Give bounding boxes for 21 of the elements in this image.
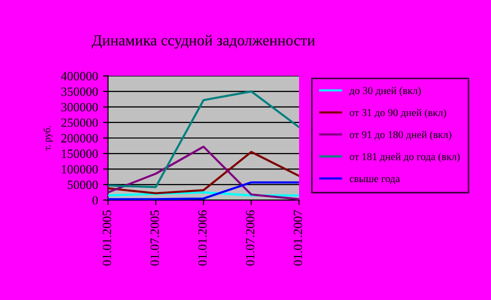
legend-label: от 31 до 90 дней (вкл)	[350, 108, 446, 118]
y-tick-label: 50000	[68, 180, 98, 190]
legend-label: до 30 дней (вкл)	[349, 86, 421, 96]
y-tick-label: 300000	[61, 102, 98, 112]
chart-title: Динамика ссудной задолженности	[92, 34, 315, 49]
x-tick-label: 01.01.2005	[102, 210, 112, 266]
y-tick-label: 400000	[61, 72, 98, 80]
y-tick-label: 250000	[61, 118, 98, 127]
x-tick-label: 01.07.2006	[246, 210, 254, 266]
legend-label: от 91 до 180 дней (вкл)	[350, 130, 452, 140]
legend-label: от 181 дней до года (вкл)	[350, 152, 460, 162]
x-tick-label: 01.07.2005	[150, 210, 159, 266]
legend-label: свыше года	[350, 177, 400, 184]
x-tick-label: 01.01.2006	[198, 210, 207, 266]
y-tick-label: 150000	[62, 150, 98, 158]
y-axis-title: т. руб.	[43, 126, 52, 150]
y-tick-label: 0	[92, 196, 98, 205]
y-tick-label: 100000	[62, 165, 98, 174]
y-tick-label: 200000	[61, 134, 98, 142]
y-tick-label: 350000	[61, 87, 98, 96]
x-tick-label: 01.01.2007	[294, 210, 302, 266]
